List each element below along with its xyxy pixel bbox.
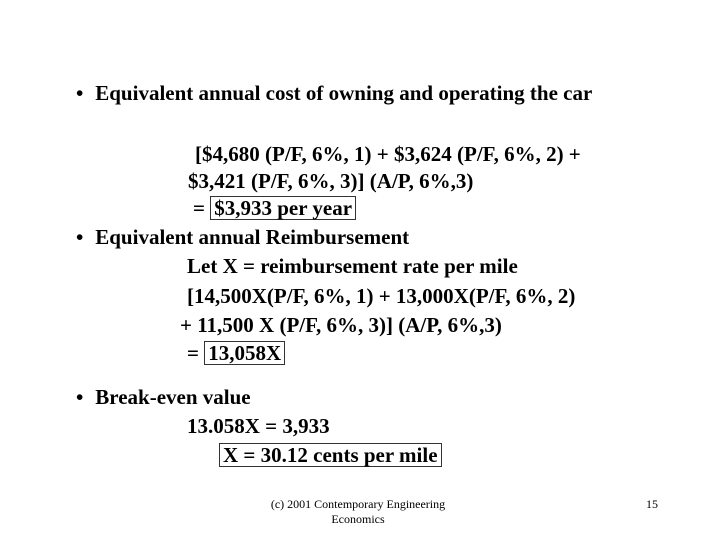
formula-line: 13.058X = 3,933 bbox=[187, 414, 330, 438]
bullet-glyph: • bbox=[76, 385, 84, 409]
bullet-item-break-even: • Break-even value bbox=[76, 385, 251, 409]
slide-footer: (c) 2001 Contemporary Engineering Econom… bbox=[228, 497, 488, 527]
footer-copyright-cont: Economics bbox=[331, 512, 385, 526]
formula-line: Let X = reimbursement rate per mile bbox=[187, 254, 518, 278]
section-heading-reimbursement: Equivalent annual Reimbursement bbox=[95, 225, 410, 249]
boxed-result-break-even: X = 30.12 cents per mile bbox=[219, 443, 442, 467]
formula-line: [14,500X(P/F, 6%, 1) + 13,000X(P/F, 6%, … bbox=[187, 284, 576, 308]
section-heading-annual-cost: Equivalent annual cost of owning and ope… bbox=[95, 81, 593, 105]
formula-line: $3,421 (P/F, 6%, 3)] (A/P, 6%,3) bbox=[188, 169, 474, 193]
formula-line: [$4,680 (P/F, 6%, 1) + $3,624 (P/F, 6%, … bbox=[195, 142, 581, 166]
boxed-result-reimbursement: 13,058X bbox=[204, 341, 286, 365]
bullet-glyph: • bbox=[76, 81, 84, 105]
result-line: = $3,933 per year bbox=[193, 196, 357, 220]
equals-sign: = bbox=[187, 341, 199, 365]
bullet-item-annual-cost: • Equivalent annual cost of owning and o… bbox=[76, 81, 592, 105]
page-number: 15 bbox=[646, 497, 658, 511]
result-line: X = 30.12 cents per mile bbox=[219, 443, 442, 467]
section-heading-break-even: Break-even value bbox=[95, 385, 251, 409]
bullet-glyph: • bbox=[76, 225, 84, 249]
result-line: = 13,058X bbox=[187, 341, 286, 365]
footer-copyright: (c) 2001 Contemporary Engineering bbox=[270, 497, 446, 511]
equals-sign: = bbox=[193, 196, 205, 220]
formula-line: + 11,500 X (P/F, 6%, 3)] (A/P, 6%,3) bbox=[180, 313, 502, 337]
boxed-result-annual-cost: $3,933 per year bbox=[210, 196, 357, 220]
bullet-item-reimbursement: • Equivalent annual Reimbursement bbox=[76, 225, 409, 249]
